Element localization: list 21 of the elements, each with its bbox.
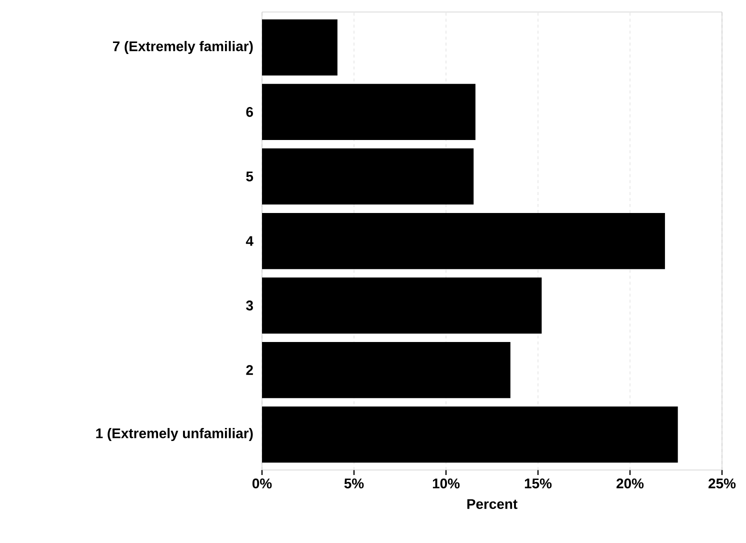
x-tick-label: 25% <box>708 478 736 488</box>
bar <box>262 406 678 463</box>
y-tick-label: 5 <box>246 172 254 182</box>
x-tick-label: 20% <box>616 478 644 488</box>
y-tick-label: 4 <box>246 236 254 246</box>
x-tick-label: 5% <box>344 478 364 488</box>
x-tick-label: 0% <box>252 478 272 488</box>
bar <box>262 19 338 76</box>
bar <box>262 342 510 398</box>
bar <box>262 148 474 205</box>
y-tick-label: 2 <box>246 365 253 375</box>
y-tick-label: 3 <box>246 300 253 310</box>
y-tick-label: 7 (Extremely familiar) <box>112 40 253 54</box>
bar <box>262 212 665 270</box>
y-tick-label: 1 (Extremely unfamiliar) <box>96 428 253 442</box>
x-tick-label: 15% <box>524 478 552 488</box>
x-tick-label: 10% <box>432 478 460 488</box>
bar <box>262 277 542 334</box>
bar <box>262 84 476 140</box>
x-axis-title: Percent <box>467 499 518 509</box>
y-tick-label: 6 <box>246 107 253 117</box>
